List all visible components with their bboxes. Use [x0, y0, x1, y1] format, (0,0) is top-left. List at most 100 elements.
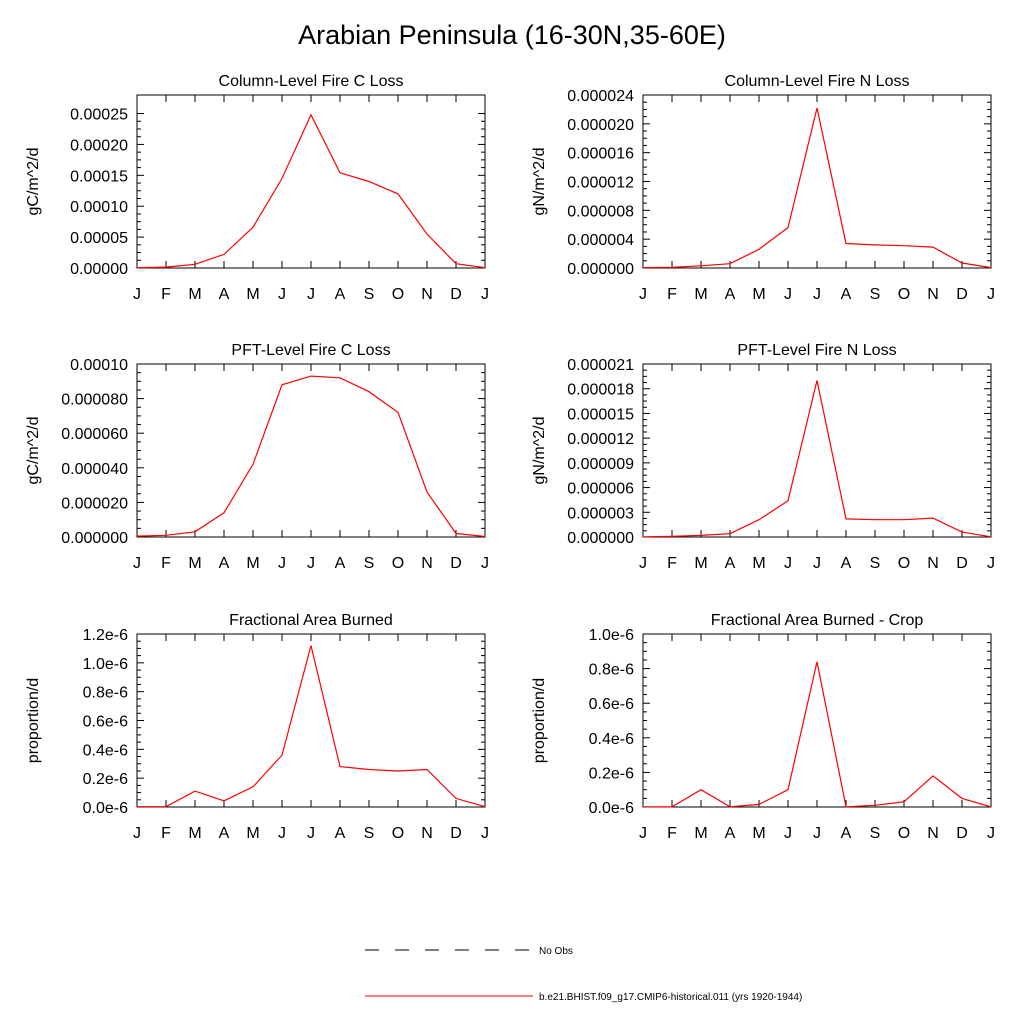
x-tick-label: M: [752, 286, 765, 303]
x-tick-label: S: [870, 825, 881, 842]
y-tick-label: 0.00010: [70, 199, 128, 216]
x-tick-label: N: [927, 825, 939, 842]
y-tick-label: 0.00020: [70, 137, 128, 154]
x-tick-label: N: [927, 555, 939, 572]
x-tick-label: O: [392, 286, 404, 303]
x-tick-label: A: [841, 555, 852, 572]
y-tick-label: 0.000020: [567, 117, 634, 134]
y-axis-label: proportion/d: [531, 678, 548, 763]
x-tick-label: M: [188, 286, 201, 303]
series-line: [136, 113, 486, 269]
plot-frame: [136, 633, 486, 808]
y-tick-label: 0.000040: [61, 461, 128, 478]
x-tick-label: J: [133, 555, 141, 572]
x-tick-label: J: [813, 286, 821, 303]
x-tick-label: F: [161, 825, 171, 842]
x-tick-label: J: [307, 555, 315, 572]
y-tick-label: 0.000008: [567, 203, 634, 220]
x-tick-label: M: [246, 286, 259, 303]
y-tick-label: 0.00000: [70, 261, 128, 278]
x-tick-label: J: [133, 286, 141, 303]
x-tick-label: J: [133, 825, 141, 842]
y-tick-label: 0.6e-6: [589, 696, 634, 713]
x-tick-label: D: [450, 555, 462, 572]
x-tick-label: M: [694, 286, 707, 303]
x-tick-label: N: [421, 555, 433, 572]
x-tick-label: A: [335, 825, 346, 842]
y-axis-label: gC/m^2/d: [25, 148, 42, 216]
series-line: [136, 645, 486, 808]
x-tick-label: S: [870, 555, 881, 572]
y-tick-label: 0.0e-6: [589, 800, 634, 817]
panel-title: PFT-Level Fire C Loss: [231, 342, 390, 359]
plot-frame: [642, 363, 992, 538]
x-tick-label: F: [161, 286, 171, 303]
y-tick-label: 0.000018: [567, 382, 634, 399]
x-tick-label: M: [694, 825, 707, 842]
x-tick-label: J: [784, 555, 792, 572]
y-tick-label: 0.000021: [567, 357, 634, 374]
y-tick-label: 0.2e-6: [589, 765, 634, 782]
x-tick-label: D: [450, 825, 462, 842]
x-tick-label: M: [188, 825, 201, 842]
x-tick-label: A: [841, 286, 852, 303]
y-axis-label: gC/m^2/d: [25, 417, 42, 485]
panel-title: PFT-Level Fire N Loss: [737, 342, 896, 359]
x-tick-label: O: [898, 555, 910, 572]
x-tick-label: F: [667, 825, 677, 842]
y-tick-label: 0.000000: [567, 261, 634, 278]
x-tick-label: J: [307, 286, 315, 303]
x-tick-label: J: [639, 286, 647, 303]
y-tick-label: 0.000020: [61, 495, 128, 512]
x-tick-label: F: [161, 555, 171, 572]
y-tick-label: 0.000012: [567, 175, 634, 192]
x-tick-label: F: [667, 286, 677, 303]
figure-title: Arabian Peninsula (16-30N,35-60E): [298, 20, 726, 50]
x-tick-label: J: [987, 825, 995, 842]
x-tick-label: S: [364, 286, 375, 303]
y-tick-label: 0.000000: [567, 530, 634, 547]
x-tick-label: M: [752, 555, 765, 572]
y-axis-label: gN/m^2/d: [531, 148, 548, 216]
y-tick-label: 0.00010: [70, 357, 128, 374]
x-tick-label: A: [725, 286, 736, 303]
x-tick-label: J: [813, 555, 821, 572]
y-tick-label: 0.8e-6: [589, 662, 634, 679]
series-line: [642, 380, 992, 538]
y-tick-label: 0.8e-6: [83, 685, 128, 702]
plot-frame: [136, 94, 486, 269]
x-tick-label: A: [335, 555, 346, 572]
series-line: [643, 661, 992, 808]
series-line: [642, 107, 992, 269]
x-tick-label: S: [870, 286, 881, 303]
x-tick-label: D: [956, 825, 968, 842]
y-tick-label: 0.000080: [61, 392, 128, 409]
y-tick-label: 0.000006: [567, 481, 634, 498]
y-tick-label: 1.0e-6: [589, 627, 634, 644]
x-tick-label: J: [813, 825, 821, 842]
x-tick-label: J: [784, 825, 792, 842]
x-tick-label: O: [392, 555, 404, 572]
plot-frame: [642, 94, 992, 269]
y-tick-label: 0.000015: [567, 406, 634, 423]
y-tick-label: 0.000000: [61, 530, 128, 547]
x-tick-label: A: [219, 555, 230, 572]
x-tick-label: N: [927, 286, 939, 303]
y-tick-label: 0.000024: [567, 88, 634, 105]
x-tick-label: A: [725, 555, 736, 572]
x-tick-label: S: [364, 555, 375, 572]
x-tick-label: M: [188, 555, 201, 572]
y-tick-label: 0.00015: [70, 168, 128, 185]
x-tick-label: N: [421, 825, 433, 842]
y-tick-label: 0.000004: [567, 232, 634, 249]
x-tick-label: J: [639, 825, 647, 842]
y-tick-label: 0.000012: [567, 431, 634, 448]
x-tick-label: O: [898, 286, 910, 303]
x-tick-label: J: [987, 286, 995, 303]
x-tick-label: A: [725, 825, 736, 842]
